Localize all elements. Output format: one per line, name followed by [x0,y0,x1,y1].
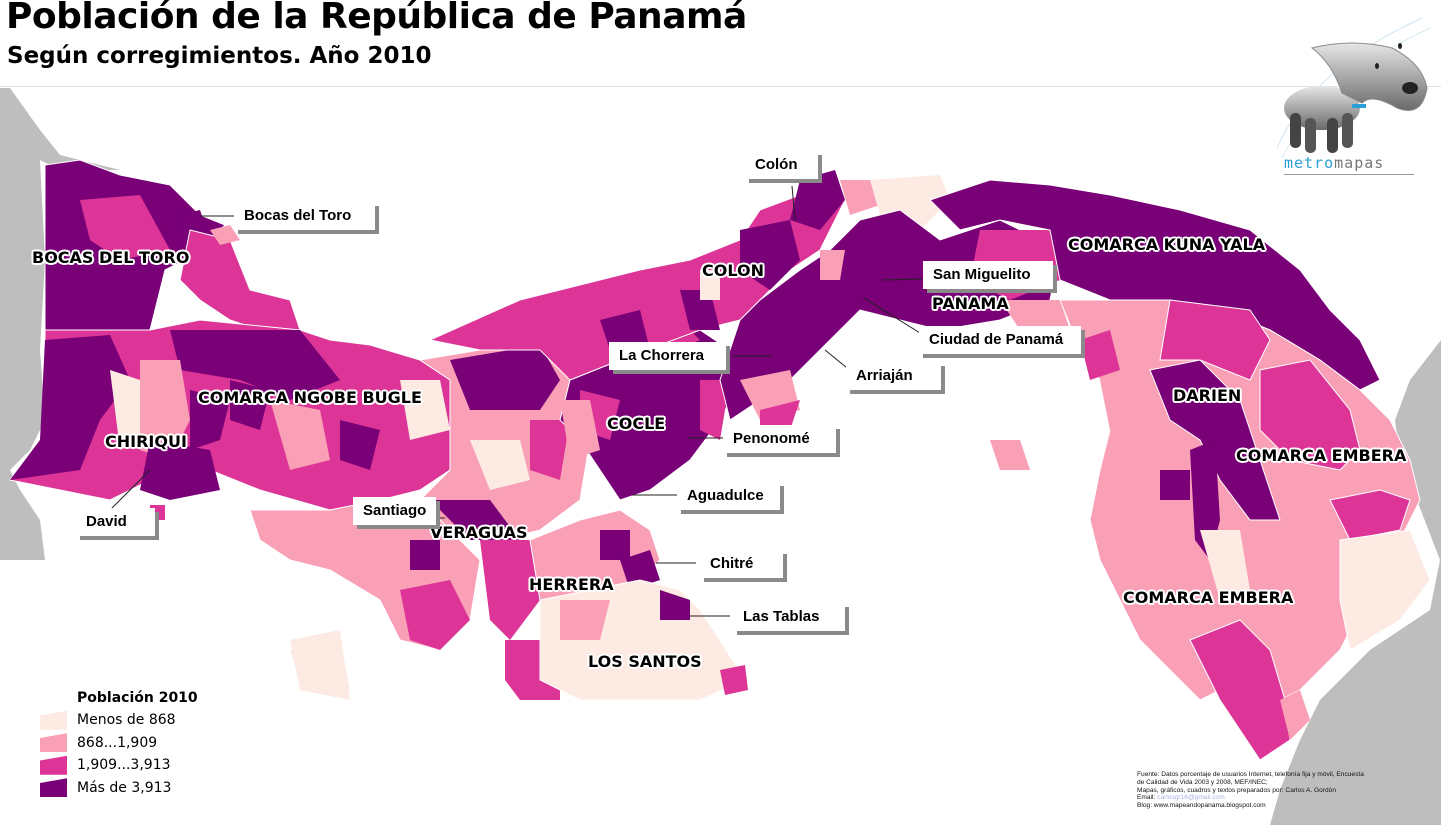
city-callout-penonome: Penonomé [723,425,836,453]
credits-author-line: Mapas, gráficos, cuadros y textos prepar… [1137,786,1337,794]
credits-blog-line[interactable]: Blog: www.mapeandopanama.blogspot.com [1137,802,1266,810]
city-callout-la-chorrera: La Chorrera [609,342,727,370]
legend-swatch [40,710,67,730]
city-callout-san-miguelito: San Miguelito [923,261,1053,289]
legend-swatch [40,755,67,775]
map-subtitle: Según corregimientos. Año 2010 [7,43,432,69]
province-label-chiriqui: CHIRIQUI [105,432,187,451]
panama-choropleth-map [0,88,1441,825]
province-label-embera-north: COMARCA EMBERA [1236,446,1407,465]
metromapas-dog-globe-icon [1276,17,1431,159]
legend-item: 1,909...3,913 [40,754,198,777]
city-callout-chitre: Chitré [700,550,784,578]
logo-wordmark: metromapas [1284,154,1385,172]
city-callout-arraijan: Arriaján [846,362,941,390]
legend-label: 1,909...3,913 [77,757,171,774]
legend-swatch [40,733,67,753]
credits-source-line-1: Fuente: Datos porcentaje de usuarios Int… [1137,771,1364,778]
province-label-veraguas: VERAGUAS [430,523,528,542]
province-label-kuna-yala: COMARCA KUNA YALA [1068,235,1266,254]
city-callout-bocas-del-toro: Bocas del Toro [234,202,376,230]
province-label-embera-south: COMARCA EMBERA [1123,588,1294,607]
legend-swatch [40,778,67,798]
province-label-panama: PANAMA [932,294,1009,313]
province-label-herrera: HERRERA [529,575,614,594]
credits-email-line: Email: carlosgr16@gmail.com [1137,794,1225,802]
email-link[interactable]: carlosgr16@gmail.com [1157,794,1225,802]
province-label-cocle: COCLE [607,414,666,433]
legend-label: Más de 3,913 [77,779,172,796]
province-label-ngobe-bugle: COMARCA NGOBE BUGLE [198,388,422,407]
logo-underline [1284,174,1414,175]
legend-item: 868...1,909 [40,732,198,755]
city-callout-colon: Colón [745,151,818,179]
legend-label: Menos de 868 [77,712,176,729]
province-label-colon: COLON [702,261,764,280]
credits-source-line-2: de Calidad de Vida 2003 y 2008, MEF/INEC… [1137,778,1268,786]
city-callout-aguadulce: Aguadulce [677,482,780,510]
source-credits: Fuente: Datos porcentaje de usuarios Int… [1137,771,1364,810]
province-label-darien: DARIEN [1173,386,1242,405]
city-callout-santiago: Santiago [353,497,437,525]
legend-item: Menos de 868 [40,709,198,732]
map-title: Población de la República de Panamá [6,0,747,37]
map-frame [0,86,1441,826]
city-callout-david: David [76,508,155,536]
legend-item: Más de 3,913 [40,777,198,800]
city-callout-las-tablas: Las Tablas [733,603,846,631]
map-legend: Población 2010 Menos de 868 868...1,909 … [40,690,198,799]
costa-rica-land [0,88,120,560]
colombia-land [1270,340,1441,825]
legend-title: Población 2010 [77,690,198,706]
province-label-bocas-del-toro: BOCAS DEL TORO [32,248,190,267]
province-label-los-santos: LOS SANTOS [588,652,702,671]
legend-label: 868...1,909 [77,734,158,751]
city-callout-ciudad-de-panama: Ciudad de Panamá [919,326,1082,354]
